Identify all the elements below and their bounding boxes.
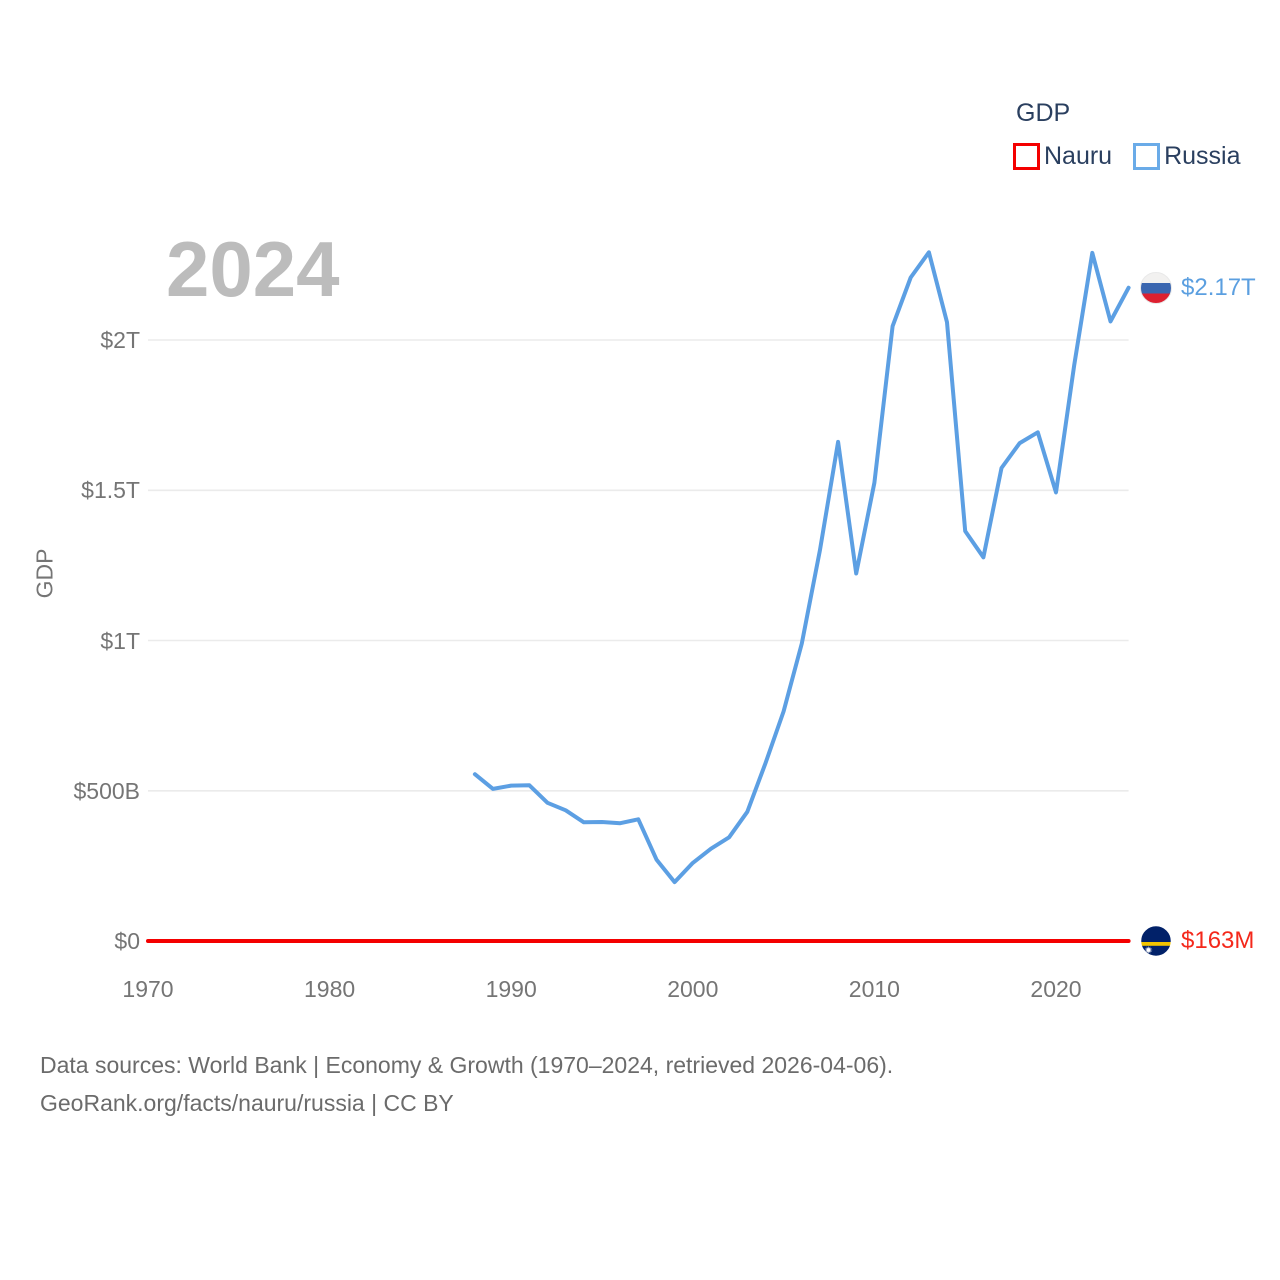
y-tick-label: $1.5T (81, 477, 140, 504)
nauru-swatch-icon (1013, 143, 1040, 170)
x-tick-label: 1970 (122, 976, 174, 1002)
russia-swatch-icon (1133, 143, 1161, 170)
russia-line (472, 250, 1131, 885)
legend-item-label: Russia (1164, 142, 1241, 170)
legend-title: GDP (1016, 99, 1071, 127)
y-tick-label: $0 (114, 928, 140, 954)
y-tick-label: $2T (100, 327, 140, 353)
x-tick-label: 2010 (848, 976, 900, 1002)
legend-item-nauru[interactable]: Nauru (1013, 142, 1112, 171)
x-tick-label: 2000 (667, 976, 719, 1002)
footer-sources: Data sources: World Bank | Economy & Gro… (40, 1052, 894, 1078)
russia-flag-icon (1139, 271, 1173, 305)
legend-item-russia[interactable]: Russia (1133, 142, 1241, 171)
nauru-flag-icon (1139, 924, 1173, 958)
nauru-end-label: $163M (1139, 924, 1254, 958)
watermark-year: 2024 (166, 225, 340, 313)
y-tick-label: $1T (100, 627, 140, 654)
russia-end-label: $2.17T (1139, 271, 1256, 305)
russia-end-value: $2.17T (1181, 274, 1256, 301)
legend-item-label: Nauru (1044, 142, 1113, 170)
footer: Data sources: World Bank | Economy & Gro… (40, 1046, 893, 1122)
legend: Nauru Russia (1013, 142, 1241, 171)
y-tick-label: $500B (73, 777, 140, 804)
footer-citation: GeoRank.org/facts/nauru/russia | CC BY (40, 1090, 454, 1116)
x-tick-label: 2020 (1030, 976, 1082, 1002)
nauru-end-value: $163M (1181, 927, 1255, 954)
x-tick-label: 1980 (304, 976, 356, 1002)
x-tick-label: 1990 (485, 976, 537, 1002)
